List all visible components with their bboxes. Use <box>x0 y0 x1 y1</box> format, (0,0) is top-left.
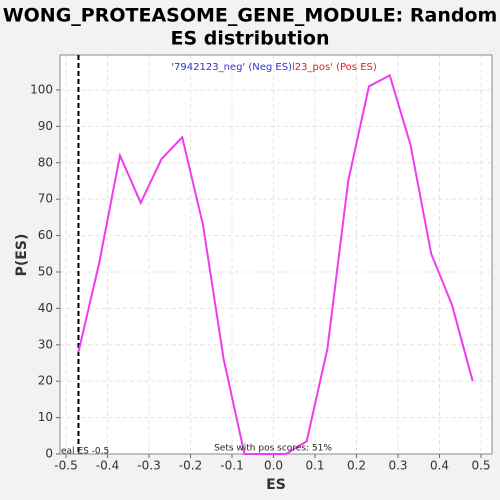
chart-title: WONG_PROTEASOME_GENE_MODULE: Random <box>3 5 498 27</box>
x-tick-label: 0.4 <box>430 459 449 473</box>
legend-entry: l23_pos' (Pos ES) <box>292 62 377 73</box>
plot-area <box>60 55 492 454</box>
series-line <box>77 73 474 455</box>
x-tick-label: 0.2 <box>347 459 366 473</box>
x-tick-label: 0.3 <box>388 459 407 473</box>
x-tick-label: -0.3 <box>137 459 160 473</box>
y-tick-label: 90 <box>38 119 53 133</box>
y-axis-label: P(ES) <box>14 234 30 277</box>
y-tick-label: 80 <box>38 155 53 169</box>
x-tick-label: 0.1 <box>305 459 324 473</box>
x-tick-label: -0.5 <box>54 459 77 473</box>
x-tick-label: -0.1 <box>220 459 243 473</box>
x-tick-label: -0.2 <box>179 459 202 473</box>
y-tick-label: 10 <box>38 410 53 424</box>
chart-title: ES distribution <box>171 28 330 50</box>
y-tick-label: 100 <box>30 82 53 96</box>
x-tick-label: 0.5 <box>471 459 490 473</box>
y-tick-label: 20 <box>38 374 53 388</box>
y-tick-label: 60 <box>38 228 53 242</box>
annotation: Sets with pos scores: 51% <box>214 444 332 454</box>
x-tick-label: 0.0 <box>264 459 283 473</box>
y-tick-label: 40 <box>38 301 53 315</box>
legend-entry: '7942123_neg' (Neg ES) <box>171 62 292 73</box>
y-tick-label: 50 <box>38 264 53 278</box>
annotation: eal ES -0.5 <box>61 447 109 457</box>
x-axis-label: ES <box>266 477 286 493</box>
x-tick-label: -0.4 <box>96 459 119 473</box>
y-tick-label: 30 <box>38 337 53 351</box>
y-tick-label: 0 <box>45 447 53 461</box>
y-tick-label: 70 <box>38 192 53 206</box>
